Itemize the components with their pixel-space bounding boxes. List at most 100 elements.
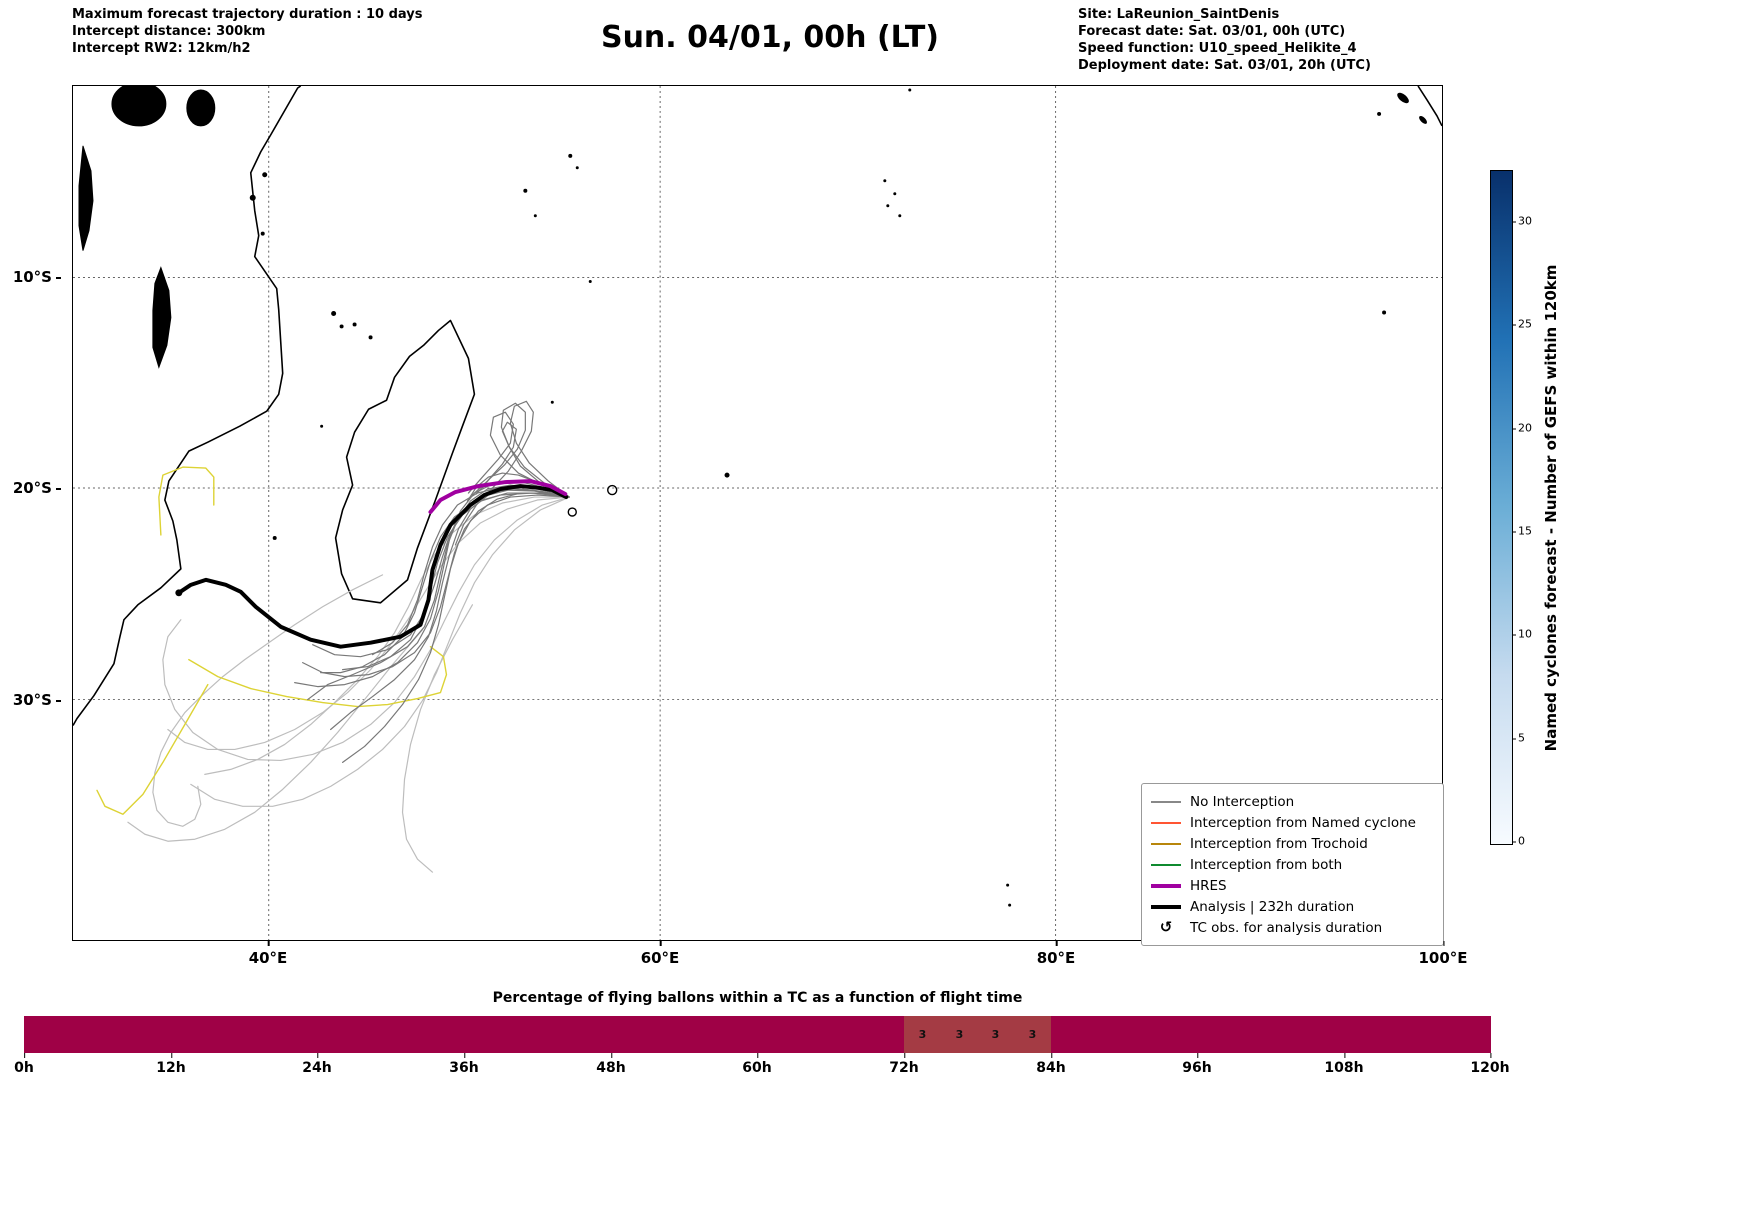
tc-percentage-value: 3 [1028, 1028, 1037, 1041]
tc-percentage-cell: 3 [1014, 1016, 1051, 1053]
island-reunion [567, 507, 577, 517]
legend-label: No Interception [1190, 793, 1295, 810]
tc-percentage-cell: 3 [941, 1016, 978, 1053]
flight-time-tick: 12h [156, 1053, 186, 1076]
map-panel: No Interception Interception from Named c… [72, 85, 1444, 946]
longitude-tick: 60°E [640, 941, 680, 967]
deployment-date: Deployment date: Sat. 03/01, 20h (UTC) [1078, 58, 1371, 73]
tc-percentage-value: 3 [918, 1028, 927, 1041]
legend-item: Analysis | 232h duration [1151, 896, 1434, 917]
island-seychelles-1 [523, 188, 528, 193]
latitude-tick: 20°S [12, 479, 62, 497]
colorbar-tick: 20 [1512, 421, 1532, 435]
trajectory-faded [167, 496, 570, 751]
run-parameters: Maximum forecast trajectory duration : 1… [72, 6, 423, 57]
island-europa [272, 535, 277, 540]
flight-time-tick: 60h [742, 1053, 772, 1076]
colorbar [1490, 170, 1513, 845]
map-legend: No Interception Interception from Named c… [1141, 783, 1444, 946]
coastline-madagascar [334, 319, 476, 604]
legend-label: HRES [1190, 877, 1227, 894]
colorbar-tick: 10 [1512, 627, 1532, 641]
island-seychelles-2 [533, 214, 537, 218]
trajectory-map [73, 86, 1442, 940]
trajectory-no-interception [312, 489, 570, 658]
trajectory-faded [190, 496, 570, 807]
trajectory-trochoid [188, 645, 448, 708]
colorbar-tick: 0 [1512, 834, 1525, 848]
legend-item: Interception from Named cyclone [1151, 812, 1434, 833]
island-anjouan [352, 322, 357, 327]
colorbar-tick: 15 [1512, 524, 1532, 538]
legend-label: TC obs. for analysis duration [1190, 919, 1383, 936]
coastlines [73, 86, 1442, 907]
tc-percentage-value: 3 [955, 1028, 964, 1041]
island-tromelin [550, 400, 554, 404]
trajectory-no-interception [471, 421, 570, 498]
trajectory-no-interception [330, 488, 570, 731]
flight-time-tick: 72h [889, 1053, 919, 1076]
island-maldives-tip [908, 88, 912, 92]
colorbar-tick: 5 [1512, 731, 1525, 745]
longitude-tick: 100°E [1418, 941, 1468, 967]
tc-percentage-cell: 3 [977, 1016, 1014, 1053]
analysis-end-marker [175, 589, 183, 597]
lake-tanganyika [78, 145, 94, 251]
tc-percentage-cell: 3 [904, 1016, 941, 1053]
trajectory-faded [204, 496, 570, 775]
param-intercept-distance: Intercept distance: 300km [72, 24, 266, 39]
trajectory-no-interception [302, 492, 570, 678]
tc-obs-icon: ↺ [1159, 918, 1173, 936]
island-agalega [588, 280, 592, 284]
legend-line-swatch [1151, 904, 1181, 909]
legend-item: Interception from Trochoid [1151, 833, 1434, 854]
gridlines [73, 86, 1442, 940]
flight-time-bar: 3 3 3 3 [24, 1016, 1491, 1053]
hres-track [428, 479, 568, 514]
forecast-date: Forecast date: Sat. 03/01, 00h (UTC) [1078, 24, 1346, 39]
legend-item: Interception from both [1151, 854, 1434, 875]
flight-time-tick: 0h [14, 1053, 34, 1076]
island-grande-comore [331, 310, 337, 316]
site-info: Site: LaReunion_SaintDenis Forecast date… [1078, 6, 1371, 74]
colorbar-axis: 30 25 20 15 10 5 0 [1512, 170, 1558, 848]
legend-item: ↺ TC obs. for analysis duration [1151, 917, 1434, 938]
longitude-tick: 80°E [1036, 941, 1076, 967]
latitude-axis: 10°S 20°S 30°S [0, 85, 62, 941]
page-title: Sun. 04/01, 00h (LT) [600, 20, 940, 55]
legend-item: No Interception [1151, 791, 1434, 812]
trajectories-layer [96, 400, 570, 873]
longitude-tick: 40°E [248, 941, 288, 967]
latitude-tick: 10°S [12, 268, 62, 286]
island-chagos-3 [898, 214, 902, 218]
trajectory-trochoid [158, 466, 215, 536]
trajectory-trochoid [96, 683, 209, 815]
island-simeulue [1397, 92, 1409, 104]
flight-time-axis: 0h 12h 24h 36h 48h 60h 72h 84h 96h 108h 120h [14, 1053, 1510, 1080]
island-seychelles-4 [575, 166, 579, 170]
trajectory-faded [401, 604, 474, 873]
param-intercept-rw2: Intercept RW2: 12km/h2 [72, 41, 251, 56]
legend-line-swatch [1151, 842, 1181, 845]
island-small-ne [1377, 111, 1382, 116]
coastline-sumatra-corner [1417, 86, 1442, 127]
islands-overlay [567, 484, 618, 517]
island-mauritius [607, 484, 618, 496]
trajectory-no-interception [475, 402, 570, 498]
island-zanzibar [249, 194, 256, 201]
island-juan-de-nova [320, 424, 324, 428]
latitude-tick: 30°S [12, 691, 62, 709]
flight-time-tick: 96h [1182, 1053, 1212, 1076]
param-max-duration: Maximum forecast trajectory duration : 1… [72, 7, 423, 22]
legend-label: Analysis | 232h duration [1190, 898, 1355, 915]
legend-line-swatch [1151, 883, 1181, 888]
island-pemba [262, 172, 268, 178]
trajectory-no-interception [307, 484, 570, 701]
legend-label: Interception from Named cyclone [1190, 814, 1416, 831]
island-rodrigues [724, 472, 730, 478]
island-mayotte [368, 335, 373, 340]
colorbar-tick: 25 [1512, 317, 1532, 331]
trajectory-no-interception [342, 494, 570, 764]
colorbar-tick: 30 [1512, 214, 1532, 228]
